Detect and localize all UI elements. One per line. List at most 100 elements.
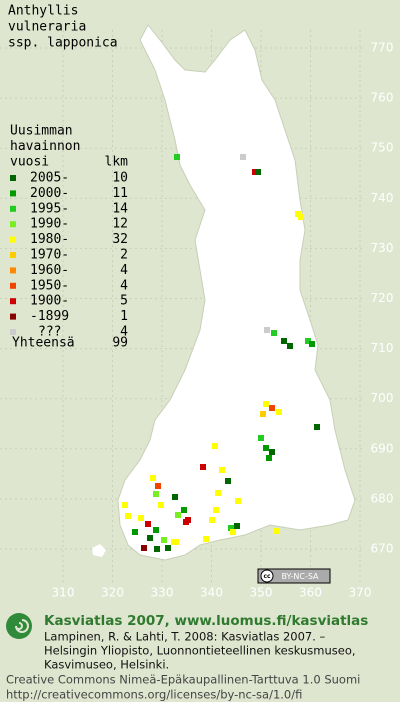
legend-count: 10 [112,171,128,186]
observation-square [230,529,236,535]
observation-squares [122,154,320,552]
observation-square [181,507,187,513]
badge-box [257,568,331,584]
observation-square [132,529,138,535]
aland-islands [92,544,106,557]
legend-total-count: 99 [112,336,128,351]
y-tick-label: 670 [371,542,394,556]
legend-swatch [10,205,16,212]
legend-heading: vuosi [10,155,49,170]
observation-square [269,449,275,455]
legend-swatch [10,252,16,258]
observation-square [263,401,269,407]
observation-square [153,527,159,533]
observation-square [298,214,304,220]
observation-square [215,490,221,496]
x-tick-label: 330 [151,586,174,600]
logo-spiral [15,619,29,633]
legend-period: 1980- [30,232,69,247]
legend-period: 1900- [30,294,69,309]
observation-square [213,507,219,513]
observation-square [155,483,161,489]
observation-square [145,521,151,527]
x-tick-label: 320 [101,586,124,600]
observation-square [153,491,159,497]
species-name: ssp. lapponica [8,36,118,51]
legend-count: 32 [112,232,128,247]
legend-period: 1970- [30,248,69,263]
legend-swatch [10,190,16,197]
cc-icon-text: cc [263,573,271,580]
observation-square [260,411,266,417]
x-tick-label: 360 [299,586,322,600]
legend-heading: Uusimman [10,124,73,139]
legend-swatch [10,267,16,274]
legend-swatch [10,175,16,181]
license-url: http://creativecommons.org/licenses/by-n… [6,688,302,702]
x-tick-label: 310 [52,586,75,600]
x-tick-label: 340 [200,586,223,600]
observation-square [171,539,177,545]
observation-square [225,478,231,484]
observation-square [212,443,218,449]
observation-square [266,455,272,461]
y-tick-label: 690 [371,441,394,455]
citation: Lampinen, R. & Lahti, T. 2008: Kasviatla… [44,630,326,644]
legend-swatch [10,282,16,289]
observation-square [276,409,282,415]
observation-square [271,330,277,336]
observation-square [165,545,171,551]
observation-square [219,467,225,473]
observation-square [309,341,315,347]
cc-icon [260,569,274,583]
y-tick-label: 770 [371,41,394,55]
legend-period: 1960- [30,263,69,278]
x-tick-label: 350 [250,586,273,600]
citation: Kasvimuseo, Helsinki. [44,658,169,672]
legend-swatch [10,313,16,320]
observation-square [305,338,311,344]
y-tick-label: 730 [371,241,394,255]
y-tick-label: 710 [371,341,394,355]
legend-swatch [10,298,16,305]
observation-square [138,515,144,521]
observation-square [234,523,240,529]
observation-square [264,327,270,333]
y-tick-label: 760 [371,91,394,105]
observation-square [314,424,320,430]
license-text: Creative Commons Nimeä-Epäkaupallinen-Ta… [6,673,360,687]
badge-text: BY-NC-SA [281,572,319,581]
logo [6,613,32,639]
y-tick-label: 700 [371,391,394,405]
legend-total-label: Yhteensä [12,336,75,351]
observation-square [203,536,209,542]
legend-count: 11 [112,186,128,201]
observation-square [141,545,147,551]
observation-square [240,154,246,160]
observation-square [158,502,164,508]
y-tick-label: 720 [371,291,394,305]
observation-square [287,343,293,349]
observation-square [125,513,131,519]
observation-square [269,405,275,411]
legend-count: 2 [120,248,128,263]
x-tick-label: 370 [349,586,372,600]
legend-period: -1899 [30,309,69,324]
legend-period: 1990- [30,217,69,232]
observation-square [255,169,261,175]
title-block: Anthyllis vulneraria ssp. lapponica [8,4,118,51]
observation-square [200,464,206,470]
observation-square [228,525,234,531]
footer: Kasviatlas 2007, www.luomus.fi/kasviatla… [6,613,368,702]
legend-period: 2005- [30,171,69,186]
legend-count: 4 [120,263,128,278]
observation-square [161,537,167,543]
observation-square [185,517,191,523]
legend-count: 1 [120,309,128,324]
species-name: Anthyllis [8,4,78,19]
observation-square [263,445,269,451]
legend-count: 4 [120,278,128,293]
legend-count-header: lkm [105,155,129,170]
legend-period: 1995- [30,201,69,216]
